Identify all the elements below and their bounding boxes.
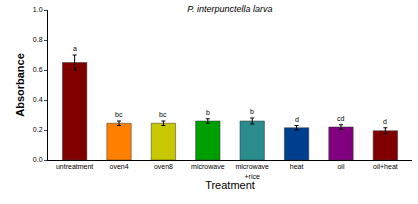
svg-text:d: d [383, 118, 387, 125]
svg-text:1.0: 1.0 [33, 6, 43, 13]
svg-text:bc: bc [115, 111, 123, 118]
svg-text:oil+heat: oil+heat [373, 163, 398, 170]
svg-text:heat: heat [290, 163, 304, 170]
svg-text:Absorbance: Absorbance [14, 53, 26, 117]
svg-text:0.8: 0.8 [33, 36, 43, 43]
svg-text:microwave+rice: microwave+rice [235, 163, 269, 179]
svg-text:cd: cd [337, 115, 345, 122]
svg-text:bc: bc [159, 111, 167, 118]
svg-text:microwave: microwave [191, 163, 225, 170]
svg-text:b: b [206, 109, 210, 116]
svg-text:b: b [250, 108, 254, 115]
svg-text:Treatment: Treatment [205, 180, 255, 192]
svg-text:0.2: 0.2 [33, 126, 43, 133]
svg-text:oven4: oven4 [109, 163, 128, 170]
svg-text:0.6: 0.6 [33, 66, 43, 73]
svg-text:oven8: oven8 [154, 163, 173, 170]
svg-text:d: d [295, 116, 299, 123]
svg-text:oil: oil [337, 163, 344, 170]
svg-text:0.0: 0.0 [33, 156, 43, 163]
svg-text:0.4: 0.4 [33, 96, 43, 103]
svg-text:untreatment: untreatment [56, 163, 93, 170]
svg-text:a: a [73, 45, 77, 52]
svg-text:P. interpunctella larva: P. interpunctella larva [187, 4, 272, 14]
